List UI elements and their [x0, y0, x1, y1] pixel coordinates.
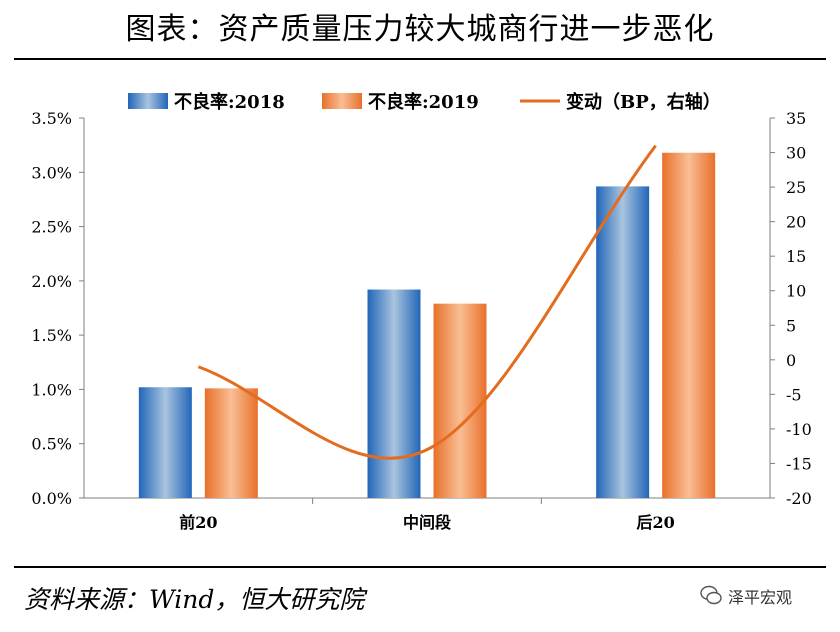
right-tick-label: -20: [786, 489, 812, 508]
left-tick-label: 3.0%: [31, 163, 72, 182]
legend-2018-swatch: [128, 93, 168, 109]
bar-2019: [662, 152, 716, 498]
change-line-series: [197, 144, 657, 460]
bar-2019: [433, 303, 487, 498]
left-tick-label: 1.5%: [31, 326, 72, 345]
right-tick-label: 15: [786, 247, 806, 266]
watermark: 泽平宏观: [728, 588, 793, 607]
left-tick-label: 0.5%: [31, 435, 72, 454]
source-note: 资料来源：Wind，恒大研究院: [24, 585, 365, 614]
bar-2018: [596, 186, 650, 498]
right-tick-label: -15: [786, 454, 812, 473]
left-tick-label: 2.0%: [31, 272, 72, 291]
left-tick-label: 1.0%: [31, 380, 72, 399]
legend-change-label: 变动（BP，右轴）: [566, 91, 721, 113]
legend-2018-label: 不良率:2018: [174, 91, 285, 113]
legend-2019-swatch: [322, 93, 362, 109]
category-label: 前20: [179, 513, 217, 532]
bar-2018: [138, 387, 192, 498]
right-tick-label: 20: [786, 213, 806, 232]
right-tick-label: 25: [786, 178, 806, 197]
right-tick-label: 10: [786, 282, 806, 301]
right-tick-label: -5: [786, 385, 802, 404]
title-rule: [14, 58, 826, 60]
left-tick-label: 0.0%: [31, 489, 72, 508]
chart: 0.0% 0.5% 1.0% 1.5% 2.0% 2.5% 3.0% 3.5% -20 -15 -1…: [31, 91, 812, 532]
category-label: 后20: [637, 513, 675, 532]
left-tick-label: 2.5%: [31, 218, 72, 237]
legend-2019-label: 不良率:2019: [368, 91, 479, 113]
right-tick-label: -10: [786, 420, 812, 439]
right-tick-label: 35: [786, 109, 806, 128]
bar-2018: [367, 289, 421, 498]
right-tick-label: 5: [786, 316, 796, 335]
right-tick-label: 30: [786, 144, 806, 163]
wechat-icon: [700, 585, 722, 605]
right-tick-label: 0: [786, 351, 796, 370]
category-label: 中间段: [403, 513, 452, 532]
left-tick-label: 3.5%: [31, 109, 72, 128]
chart-title: 图表：资产质量压力较大城商行进一步恶化: [125, 12, 715, 47]
bar-2019: [204, 388, 258, 498]
source-rule: [14, 566, 826, 568]
